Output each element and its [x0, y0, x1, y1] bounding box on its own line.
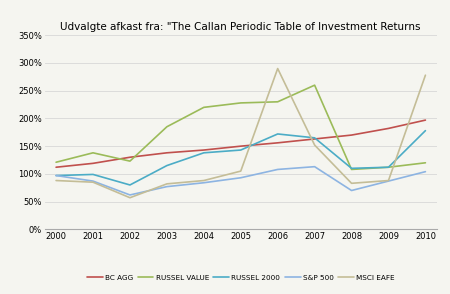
RUSSEL VALUE	[201, 106, 207, 109]
MSCI EAFE	[90, 181, 96, 184]
MSCI EAFE	[275, 67, 280, 70]
RUSSEL 2000	[164, 164, 170, 167]
RUSSEL 2000	[127, 183, 133, 187]
Line: RUSSEL VALUE: RUSSEL VALUE	[56, 85, 425, 169]
MSCI EAFE	[312, 143, 317, 147]
RUSSEL VALUE	[54, 161, 59, 164]
Line: RUSSEL 2000: RUSSEL 2000	[56, 131, 425, 185]
RUSSEL 2000	[349, 167, 354, 170]
S&P 500	[201, 181, 207, 185]
MSCI EAFE	[127, 196, 133, 200]
RUSSEL VALUE	[238, 101, 243, 105]
S&P 500	[275, 168, 280, 171]
Line: MSCI EAFE: MSCI EAFE	[56, 69, 425, 198]
MSCI EAFE	[201, 179, 207, 182]
MSCI EAFE	[349, 181, 354, 185]
S&P 500	[54, 174, 59, 177]
Line: BC AGG: BC AGG	[56, 120, 425, 167]
BC AGG	[54, 166, 59, 169]
BC AGG	[275, 141, 280, 145]
S&P 500	[127, 193, 133, 197]
S&P 500	[238, 176, 243, 180]
BC AGG	[201, 148, 207, 152]
RUSSEL VALUE	[386, 166, 391, 169]
S&P 500	[90, 179, 96, 183]
S&P 500	[164, 185, 170, 188]
BC AGG	[423, 118, 428, 122]
S&P 500	[423, 170, 428, 173]
Title: Udvalgte afkast fra: "The Callan Periodic Table of Investment Returns: Udvalgte afkast fra: "The Callan Periodi…	[60, 22, 421, 32]
S&P 500	[386, 179, 391, 183]
RUSSEL 2000	[423, 129, 428, 132]
BC AGG	[312, 137, 317, 141]
Legend: BC AGG, RUSSEL VALUE, RUSSEL 2000, S&P 500, MSCI EAFE: BC AGG, RUSSEL VALUE, RUSSEL 2000, S&P 5…	[84, 272, 397, 284]
RUSSEL VALUE	[423, 161, 428, 165]
MSCI EAFE	[164, 182, 170, 186]
RUSSEL VALUE	[312, 83, 317, 87]
RUSSEL VALUE	[127, 159, 133, 163]
RUSSEL 2000	[238, 148, 243, 152]
BC AGG	[386, 127, 391, 130]
RUSSEL VALUE	[164, 125, 170, 128]
BC AGG	[238, 144, 243, 148]
MSCI EAFE	[54, 179, 59, 182]
S&P 500	[349, 189, 354, 192]
RUSSEL 2000	[90, 173, 96, 176]
RUSSEL 2000	[386, 166, 391, 169]
BC AGG	[349, 133, 354, 137]
BC AGG	[127, 156, 133, 159]
S&P 500	[312, 165, 317, 168]
RUSSEL VALUE	[349, 168, 354, 171]
RUSSEL 2000	[54, 174, 59, 177]
MSCI EAFE	[238, 169, 243, 173]
MSCI EAFE	[423, 74, 428, 77]
RUSSEL 2000	[312, 136, 317, 140]
BC AGG	[90, 162, 96, 165]
BC AGG	[164, 151, 170, 155]
RUSSEL 2000	[275, 132, 280, 136]
MSCI EAFE	[386, 179, 391, 182]
RUSSEL 2000	[201, 151, 207, 155]
RUSSEL VALUE	[275, 100, 280, 103]
Line: S&P 500: S&P 500	[56, 167, 425, 195]
RUSSEL VALUE	[90, 151, 96, 155]
